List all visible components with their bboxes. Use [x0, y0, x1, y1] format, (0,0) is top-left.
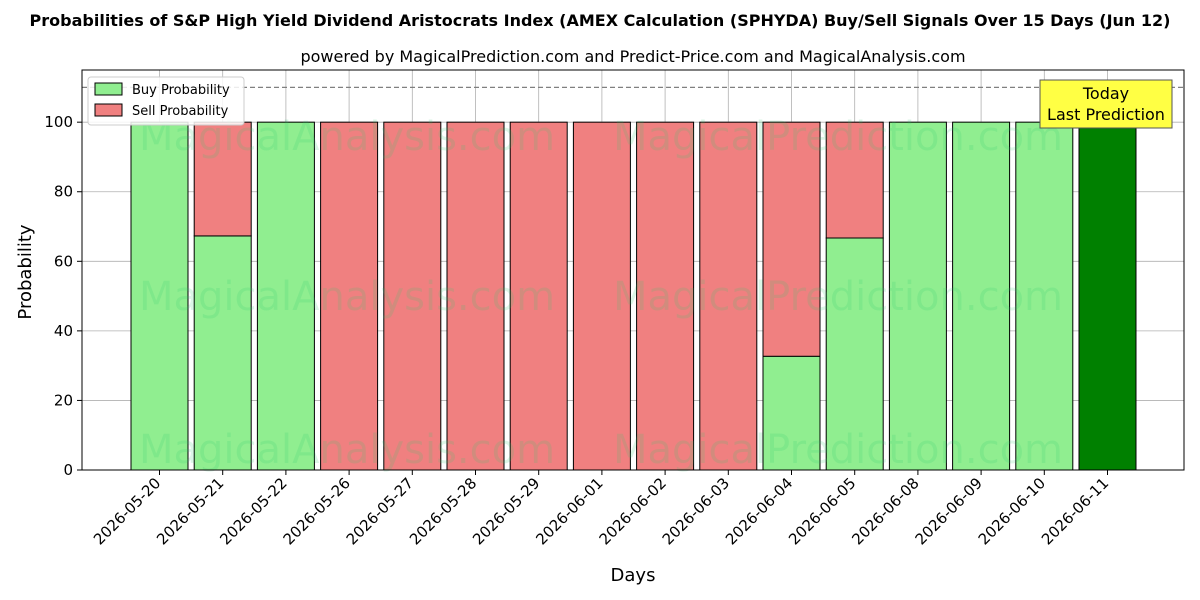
x-axis: 2026-05-202026-05-212026-05-222026-05-26…: [90, 470, 1112, 548]
bar-buy-2026-06-08: [888, 121, 947, 471]
bar-sell-2026-05-21: [193, 121, 252, 237]
y-tick-label: 100: [44, 113, 73, 131]
watermark-text: MagicalPrediction.com: [613, 427, 1063, 473]
y-axis: 0 20 40 60 80 100: [44, 113, 82, 479]
x-tick-label: 2026-05-28: [406, 474, 480, 548]
chart-title: Probabilities of S&P High Yield Dividend…: [30, 11, 1171, 30]
x-tick-label: 2026-06-04: [722, 474, 796, 548]
bar-buy-2026-06-04: [762, 355, 821, 471]
y-axis-label: Probability: [15, 224, 36, 319]
y-tick-label: 20: [54, 391, 73, 409]
bar-sell-2026-06-03: [699, 121, 758, 471]
x-tick-label: 2026-06-01: [532, 474, 606, 548]
bar-sell-2026-06-02: [636, 121, 695, 471]
x-tick-label: 2026-05-29: [469, 474, 543, 548]
x-tick-label: 2026-05-26: [280, 474, 354, 548]
x-tick-label: 2026-05-20: [90, 474, 164, 548]
legend-swatch-sell: [94, 103, 123, 117]
annotation-line-2: Last Prediction: [1047, 105, 1165, 124]
x-tick-label: 2026-05-21: [153, 474, 227, 548]
bar-buy-2026-06-05: [825, 237, 884, 471]
watermark-text: MagicalAnalysis.com: [139, 274, 555, 320]
y-tick-label: 60: [54, 252, 73, 270]
today-annotation: Today Last Prediction: [1039, 79, 1173, 129]
x-tick-label: 2026-05-27: [343, 474, 417, 548]
bar-sell-2026-06-01: [572, 121, 631, 471]
bar-sell-2026-06-05: [825, 121, 884, 239]
y-tick-label: 40: [54, 322, 73, 340]
annotation-line-1: Today: [1082, 84, 1129, 103]
bar-sell-2026-05-28: [446, 121, 505, 471]
bar-sell-2026-05-26: [320, 121, 379, 471]
x-tick-label: 2026-06-02: [596, 474, 670, 548]
x-axis-label: Days: [611, 565, 656, 586]
bar-buy-2026-05-22: [256, 121, 315, 471]
legend: Buy Probability Sell Probability: [87, 76, 245, 126]
x-tick-label: 2026-06-05: [785, 474, 859, 548]
bar-sell-2026-05-27: [383, 121, 442, 471]
x-tick-label: 2026-06-10: [975, 474, 1049, 548]
bar-sell-2026-05-29: [509, 121, 568, 471]
x-tick-label: 2026-06-08: [848, 474, 922, 548]
plot-frame: [81, 69, 1185, 471]
bar-buy-2026-06-11: [1078, 121, 1137, 471]
x-tick-label: 2026-05-22: [216, 474, 290, 548]
x-tick-label: 2026-06-03: [659, 474, 733, 548]
legend-label-buy: Buy Probability: [132, 83, 230, 98]
annotation-box: [1039, 79, 1173, 129]
watermark-text: MagicalAnalysis.com: [139, 427, 555, 473]
legend-box: [87, 76, 245, 126]
legend-swatch-buy: [94, 82, 123, 96]
watermark-text: MagicalPrediction.com: [613, 114, 1063, 160]
watermark-text: MagicalPrediction.com: [613, 274, 1063, 320]
bar-sell-2026-06-04: [762, 121, 821, 357]
bar-buy-2026-06-09: [952, 121, 1011, 471]
y-tick-label: 0: [63, 461, 73, 479]
x-tick-label: 2026-06-09: [912, 474, 986, 548]
legend-label-sell: Sell Probability: [132, 104, 229, 119]
x-tick-label: 2026-06-11: [1038, 474, 1112, 548]
y-tick-label: 80: [54, 183, 73, 201]
chart-subtitle: powered by MagicalPrediction.com and Pre…: [300, 47, 965, 66]
bar-buy-2026-06-10: [1015, 121, 1074, 471]
bars: [130, 121, 1137, 471]
